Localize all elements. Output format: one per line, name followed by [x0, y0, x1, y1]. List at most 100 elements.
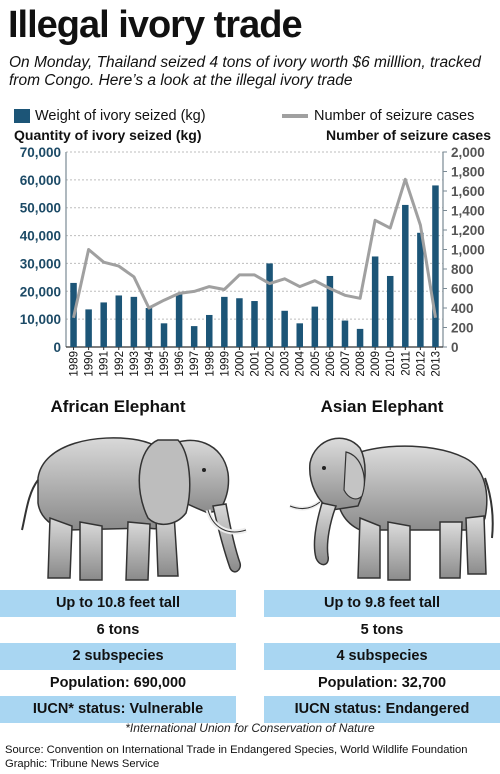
- y-tick-label-left: 20,000: [20, 284, 61, 299]
- bar-2010: [386, 275, 394, 347]
- y-tick-label-right: 2,000: [451, 145, 485, 160]
- bar-2006: [326, 275, 334, 347]
- bar-1994: [145, 308, 153, 347]
- y-tick-label-right: 1,600: [451, 184, 485, 199]
- x-tick-label: 2007: [340, 351, 352, 377]
- bar-1997: [190, 326, 198, 347]
- legend-bar-label: Weight of ivory seized (kg): [35, 108, 206, 124]
- x-tick-label: 2004: [295, 350, 307, 376]
- x-tick-label: 1996: [174, 351, 186, 377]
- bar-1995: [160, 323, 168, 347]
- y-tick-label-right: 1,200: [451, 223, 485, 238]
- african-elephant-icon: [21, 437, 247, 581]
- iucn-footnote: *International Union for Conservation of…: [125, 721, 375, 735]
- african-elephant-title: African Elephant: [50, 397, 186, 416]
- y-tick-label-left: 30,000: [20, 256, 61, 271]
- african-stat-height: Up to 10.8 feet tall: [0, 590, 236, 617]
- x-tick-label: 2002: [265, 351, 277, 377]
- x-tick-label: 2013: [430, 351, 442, 377]
- bar-1993: [130, 296, 138, 347]
- y-tick-label-left: 10,000: [20, 312, 61, 327]
- african-stat-population: Population: 690,000: [0, 669, 236, 696]
- asian-stat-weight: 5 tons: [264, 616, 500, 643]
- asian-stat-subspecies: 4 subspecies: [264, 643, 500, 670]
- bar-2000: [236, 298, 243, 347]
- x-tick-label: 2009: [370, 351, 382, 377]
- x-tick-label: 1999: [219, 351, 231, 377]
- y-tick-label-left: 50,000: [20, 201, 61, 216]
- african-stats: Up to 10.8 feet tall 6 tons 2 subspecies…: [0, 590, 236, 723]
- x-tick-label: 2006: [325, 351, 337, 377]
- x-tick-label: 1989: [69, 351, 81, 377]
- source-line: Source: Convention on International Trad…: [5, 744, 468, 756]
- x-tick-label: 2003: [280, 351, 292, 377]
- y-tick-label-left: 60,000: [20, 173, 61, 188]
- x-tick-label: 1997: [189, 351, 201, 377]
- asian-stats: Up to 9.8 feet tall 5 tons 4 subspecies …: [264, 590, 500, 723]
- page-title: Illegal ivory trade: [8, 4, 303, 46]
- bar-1992: [115, 295, 123, 347]
- ivory-chart: 0 10,000 20,000 30,000 40,000 50,000 60,000 70,…: [20, 145, 485, 377]
- y-tick-label-left: 40,000: [20, 229, 61, 244]
- x-tick-label: 2000: [234, 351, 246, 377]
- bar-2007: [341, 320, 349, 347]
- bar-2003: [281, 310, 288, 347]
- x-tick-label: 2001: [250, 351, 262, 377]
- asian-stat-height: Up to 9.8 feet tall: [264, 590, 500, 617]
- bar-1990: [85, 309, 92, 347]
- african-stat-iucn: IUCN* status: Vulnerable: [0, 696, 236, 723]
- bar-2008: [356, 328, 364, 347]
- y-tick-label-right: 1,000: [451, 243, 485, 258]
- x-tick-label: 2005: [310, 351, 322, 377]
- asian-elephant-icon: [289, 437, 494, 581]
- y-tick-label-right: 1,400: [451, 204, 485, 219]
- bar-2002: [266, 263, 273, 347]
- bar-1991: [100, 302, 107, 347]
- y-tick-label-right: 200: [451, 321, 474, 336]
- y-tick-label-right: 600: [451, 282, 474, 297]
- x-tick-label: 1994: [144, 350, 156, 376]
- graphic-credit-line: Graphic: Tribune News Service: [5, 758, 160, 770]
- asian-stat-iucn: IUCN status: Endangered: [264, 696, 500, 723]
- y-tick-label-right: 0: [451, 340, 459, 355]
- y-axis-title-right: Number of seizure cases: [326, 127, 491, 143]
- seizure-cases-line: [72, 177, 437, 319]
- page-subtitle: On Monday, Thailand seized 4 tons of ivo…: [9, 54, 481, 89]
- bar-2013: [432, 185, 439, 347]
- bar-2001: [251, 301, 258, 347]
- x-tick-label: 1998: [204, 351, 216, 377]
- legend-bar: Weight of ivory seized (kg): [14, 108, 206, 124]
- legend-bar-swatch: [14, 109, 30, 123]
- bar-1996: [175, 294, 183, 347]
- source-credit: Source: Convention on International Trad…: [5, 743, 468, 771]
- x-tick-label: 1991: [99, 351, 111, 377]
- x-tick-label: 1990: [84, 351, 96, 377]
- x-tick-label: 2012: [415, 351, 427, 377]
- bar-1998: [206, 314, 213, 347]
- y-axis-title-left: Quantity of ivory seized (kg): [14, 127, 202, 143]
- x-tick-label: 1995: [159, 351, 171, 377]
- y-tick-label-right: 800: [451, 262, 474, 277]
- legend-line-label: Number of seizure cases: [314, 108, 475, 124]
- asian-stat-population: Population: 32,700: [264, 669, 500, 696]
- y-tick-label-left: 70,000: [20, 145, 61, 160]
- bar-1999: [221, 296, 228, 347]
- african-stat-weight: 6 tons: [0, 616, 236, 643]
- x-tick-label: 1992: [114, 351, 126, 377]
- bar-2009: [371, 256, 379, 347]
- asian-elephant-title: Asian Elephant: [320, 397, 444, 416]
- legend-line-swatch: [282, 114, 308, 118]
- bar-2012: [417, 232, 424, 347]
- legend-line: Number of seizure cases: [282, 108, 474, 124]
- african-stat-subspecies: 2 subspecies: [0, 643, 236, 670]
- x-tick-label: 1993: [129, 351, 141, 377]
- x-tick-label: 2011: [400, 351, 412, 376]
- y-tick-label-right: 1,800: [451, 165, 485, 180]
- x-tick-label: 2008: [355, 351, 367, 377]
- y-tick-label-right: 400: [451, 301, 474, 316]
- x-tick-label: 2010: [385, 351, 397, 377]
- bar-2004: [296, 323, 303, 347]
- bar-2011: [402, 204, 409, 347]
- bar-2005: [311, 306, 319, 347]
- y-tick-label-left: 0: [53, 340, 61, 355]
